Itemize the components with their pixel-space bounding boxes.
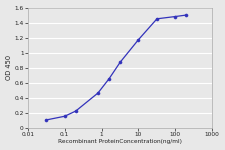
X-axis label: Recombinant ProteinConcentration(ng/ml): Recombinant ProteinConcentration(ng/ml): [58, 140, 182, 144]
Y-axis label: OD 450: OD 450: [6, 55, 11, 80]
